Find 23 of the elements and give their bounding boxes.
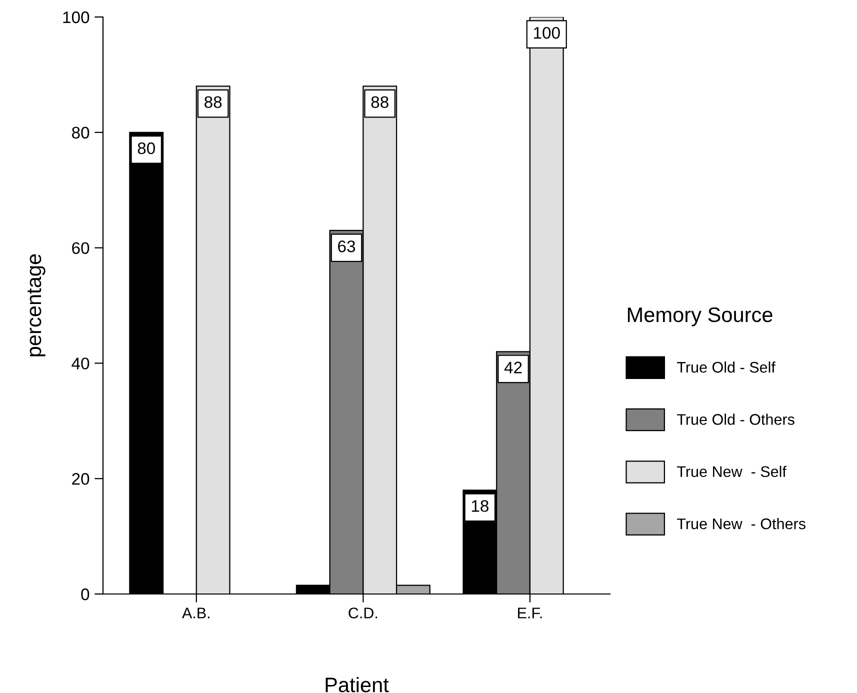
y-tick-label: 80 — [72, 126, 90, 139]
x-axis-title: Patient — [326, 676, 389, 692]
x-tick-label: A.B. — [182, 608, 210, 618]
data-label: 63 — [338, 240, 356, 252]
y-tick-label: 20 — [72, 473, 90, 485]
y-axis-title: percentage — [28, 254, 46, 356]
legend-label: True New - Others — [677, 518, 806, 530]
data-label: 18 — [472, 500, 488, 512]
data-label: 100 — [534, 26, 560, 39]
x-tick-label: C.D. — [348, 608, 378, 618]
data-label: 42 — [504, 362, 522, 374]
data-label: 88 — [204, 96, 222, 108]
data-label: 88 — [371, 96, 388, 108]
y-tick-label: 40 — [72, 358, 90, 370]
y-tick-label: 0 — [81, 588, 90, 600]
data-label: 80 — [138, 142, 155, 154]
legend-label: True Old - Self — [677, 361, 776, 373]
legend-title: Memory Source — [628, 307, 772, 326]
y-tick-label: 60 — [72, 242, 90, 254]
legend-label: True Old - Others — [677, 414, 794, 425]
y-tick-label: 100 — [63, 11, 90, 24]
x-tick-label: E.F. — [518, 608, 542, 618]
legend-label: True New - Self — [677, 466, 786, 478]
